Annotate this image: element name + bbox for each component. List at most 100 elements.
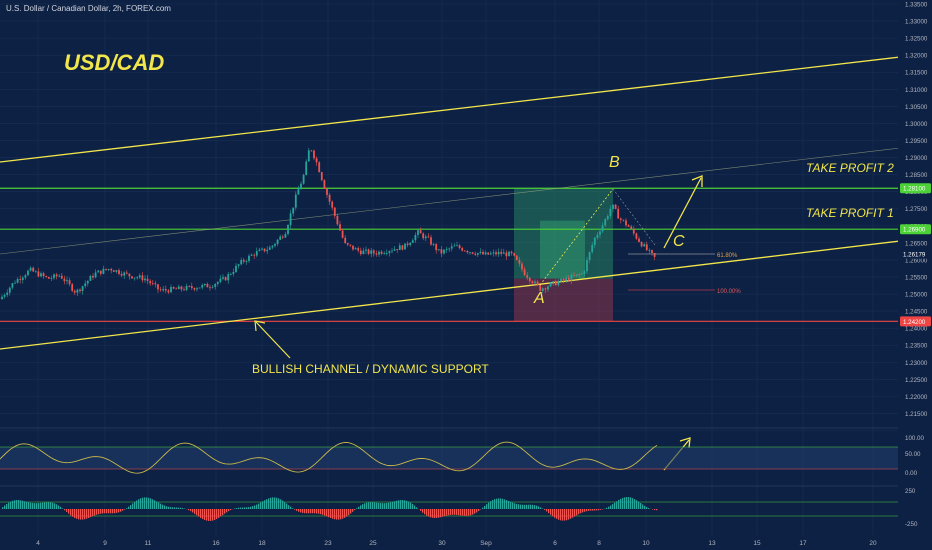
candle-body	[94, 272, 97, 278]
candle-body	[331, 201, 334, 208]
candle-body	[370, 250, 373, 254]
candle-body	[219, 278, 222, 282]
candle-body	[115, 270, 118, 272]
histogram-bar	[512, 502, 514, 509]
price-tick-label: 1.29500	[905, 138, 928, 145]
take-profit-2-label: TAKE PROFIT 2	[806, 161, 894, 175]
candle-body	[149, 280, 152, 284]
oscillator-tick-label: 100.00	[905, 435, 924, 442]
histogram-bar	[406, 500, 408, 509]
time-tick-label: 25	[369, 540, 377, 547]
histogram-bar	[292, 508, 294, 509]
histogram-bar	[12, 500, 14, 509]
candle-body	[3, 294, 6, 297]
histogram-bar	[540, 507, 542, 509]
candle-body	[401, 245, 404, 250]
candle-body	[245, 260, 248, 262]
candle-body	[539, 285, 542, 291]
candle-body	[326, 188, 328, 195]
candle-body	[110, 268, 113, 271]
candle-body	[528, 277, 531, 282]
time-axis[interactable]: 4 9 11 16 18 23 25 30 Sep 6 8 10 13 15 17 20	[36, 540, 877, 547]
histogram-bar	[16, 500, 18, 509]
candle-body	[19, 279, 22, 280]
histogram-bar	[296, 509, 298, 511]
histogram-bar	[438, 509, 440, 518]
histogram-bar	[562, 509, 564, 521]
histogram-bar	[42, 502, 44, 509]
candle-body	[307, 150, 310, 162]
histogram-bar	[606, 507, 608, 509]
histogram-bar	[254, 505, 256, 509]
histogram-bar	[646, 507, 648, 509]
histogram-bar	[422, 509, 424, 513]
histogram-bar	[408, 501, 410, 509]
channel-mid-line	[0, 147, 901, 255]
candle-body	[55, 274, 58, 277]
candle-body	[268, 247, 271, 250]
take-profit-1-label: TAKE PROFIT 1	[806, 206, 894, 220]
histogram-bar	[108, 509, 110, 514]
histogram-panel	[0, 485, 898, 521]
histogram-bar	[106, 509, 108, 514]
histogram-bar	[508, 500, 510, 509]
histogram-bar	[560, 509, 562, 521]
histogram-bar	[286, 503, 288, 509]
histogram-bar	[358, 506, 360, 509]
histogram-bar	[494, 499, 496, 509]
candle-body	[261, 248, 263, 250]
candle-body	[479, 251, 482, 254]
price-axis[interactable]: 1.33500 1.33000 1.32500 1.32000 1.31500 1.310…	[898, 0, 932, 550]
histogram-bar	[112, 509, 114, 514]
candle-body	[427, 236, 430, 238]
candle-body	[643, 244, 646, 247]
candle-body	[518, 260, 521, 264]
fib-618-label: 61.80%	[717, 253, 738, 259]
histogram-bar	[352, 509, 354, 512]
histogram-bar	[216, 509, 218, 519]
candle-body	[489, 253, 492, 255]
histogram-bar	[572, 509, 574, 518]
histogram-bar	[2, 507, 4, 509]
histogram-bar	[346, 509, 348, 517]
candle-body	[297, 189, 300, 195]
price-tick-label: 1.31000	[905, 87, 928, 94]
histogram-bar	[574, 509, 576, 517]
histogram-bar	[288, 505, 290, 509]
candle-body	[391, 250, 393, 252]
histogram-bar	[482, 507, 484, 509]
histogram-bar	[360, 505, 362, 509]
histogram-bar	[326, 509, 328, 517]
histogram-bar	[230, 509, 232, 511]
candle-body	[242, 259, 245, 262]
histogram-bar	[502, 498, 504, 509]
candle-body	[196, 288, 198, 290]
histogram-bar	[304, 509, 306, 514]
histogram-bar	[278, 498, 280, 509]
time-tick-label: 10	[642, 540, 650, 547]
histogram-bar	[66, 509, 68, 512]
histogram-bar	[314, 509, 316, 514]
histogram-bar	[486, 504, 488, 509]
histogram-bar	[312, 509, 314, 514]
histogram-bar	[558, 509, 560, 520]
candle-body	[648, 250, 651, 251]
candle-body	[640, 241, 643, 247]
histogram-bar	[258, 503, 260, 509]
candle-body	[383, 253, 386, 255]
histogram-bar	[484, 505, 486, 509]
histogram-bar	[568, 509, 570, 520]
candle-body	[570, 275, 573, 281]
histogram-bar	[34, 503, 36, 509]
histogram-bar	[624, 497, 626, 509]
candle-body	[227, 274, 230, 281]
point-c-label: C	[673, 233, 685, 250]
position-zones	[514, 188, 613, 322]
histogram-bar	[374, 502, 376, 509]
candle-body	[229, 273, 232, 275]
candle-body	[120, 273, 123, 276]
candle-body	[58, 275, 61, 277]
candle-body	[437, 249, 440, 251]
histogram-bar	[8, 502, 10, 509]
